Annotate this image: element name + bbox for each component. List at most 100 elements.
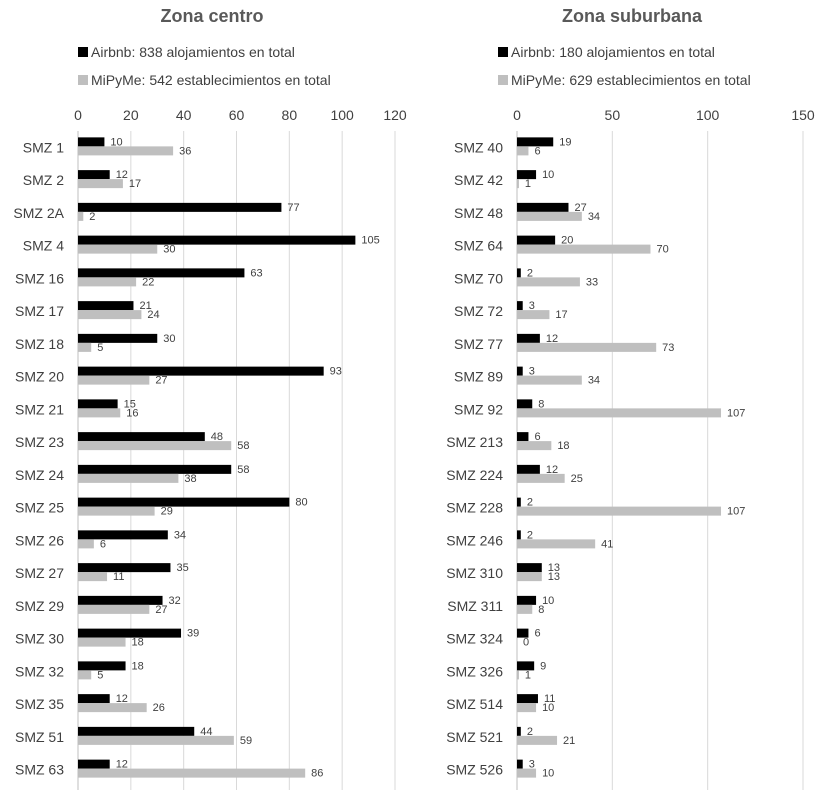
legend-label-airbnb: Airbnb: 838 alojamientos en total bbox=[91, 44, 295, 60]
category-label: SMZ 311 bbox=[447, 598, 503, 614]
bar-airbnb bbox=[517, 661, 535, 671]
data-label: 27 bbox=[574, 202, 586, 214]
data-label: 12 bbox=[546, 333, 558, 345]
data-label: 39 bbox=[187, 628, 199, 640]
data-label: 11 bbox=[113, 571, 124, 583]
category-label: SMZ 25 bbox=[15, 500, 64, 516]
bar-mipyme bbox=[517, 310, 550, 320]
data-label: 1 bbox=[525, 669, 531, 681]
bar-mipyme bbox=[78, 441, 232, 451]
bar-mipyme bbox=[517, 146, 529, 156]
category-label: SMZ 72 bbox=[454, 303, 503, 319]
chart-zona-centro: Zona centro Airbnb: 838 alojamientos en … bbox=[13, 6, 407, 790]
data-label: 2 bbox=[527, 497, 533, 509]
data-label: 6 bbox=[534, 628, 540, 640]
data-label: 18 bbox=[132, 637, 144, 649]
data-label: 13 bbox=[548, 571, 560, 583]
legend-label-mipyme: MiPyMe: 542 establecimientos en total bbox=[91, 72, 331, 88]
data-label: 44 bbox=[200, 726, 212, 738]
category-label: SMZ 2A bbox=[13, 205, 64, 221]
bar-airbnb bbox=[78, 759, 110, 769]
data-label: 27 bbox=[155, 604, 167, 616]
category-label: SMZ 92 bbox=[454, 401, 503, 417]
bar-mipyme bbox=[78, 310, 142, 320]
category-label: SMZ 42 bbox=[454, 172, 503, 188]
data-label: 2 bbox=[527, 726, 533, 738]
bar-airbnb bbox=[78, 301, 134, 311]
bar-airbnb bbox=[517, 759, 523, 769]
data-label: 6 bbox=[534, 431, 540, 443]
data-label: 2 bbox=[527, 267, 533, 279]
bar-airbnb bbox=[78, 366, 324, 376]
category-label: SMZ 24 bbox=[15, 467, 64, 483]
bar-mipyme bbox=[517, 768, 537, 778]
data-label: 3 bbox=[529, 759, 535, 771]
data-label: 6 bbox=[534, 145, 540, 157]
data-label: 63 bbox=[250, 267, 262, 279]
bar-airbnb bbox=[78, 628, 182, 638]
bar-airbnb bbox=[78, 170, 110, 180]
category-label: SMZ 26 bbox=[15, 532, 64, 548]
data-label: 6 bbox=[100, 538, 106, 550]
bar-mipyme bbox=[517, 473, 565, 483]
bar-mipyme bbox=[517, 179, 519, 189]
category-label: SMZ 18 bbox=[15, 336, 64, 352]
category-label: SMZ 326 bbox=[446, 663, 503, 679]
bar-mipyme bbox=[78, 637, 126, 647]
bar-mipyme bbox=[517, 506, 722, 516]
bar-airbnb bbox=[517, 366, 523, 376]
data-label: 107 bbox=[727, 506, 745, 518]
data-label: 8 bbox=[538, 398, 544, 410]
x-tick-label: 80 bbox=[282, 107, 298, 123]
data-label: 36 bbox=[179, 145, 191, 157]
bar-mipyme bbox=[78, 670, 92, 680]
data-label: 24 bbox=[147, 309, 159, 321]
data-label: 25 bbox=[571, 473, 583, 485]
bar-airbnb bbox=[517, 399, 533, 409]
bar-airbnb bbox=[78, 595, 163, 605]
data-label: 8 bbox=[538, 604, 544, 616]
data-label: 93 bbox=[330, 366, 342, 378]
bar-mipyme bbox=[517, 703, 537, 713]
bar-airbnb bbox=[517, 628, 529, 638]
x-tick-label: 50 bbox=[605, 107, 621, 123]
bar-mipyme bbox=[517, 408, 722, 418]
bar-airbnb bbox=[517, 694, 538, 704]
data-label: 17 bbox=[555, 309, 567, 321]
bar-mipyme bbox=[78, 277, 137, 287]
data-label: 12 bbox=[546, 464, 558, 476]
bar-airbnb bbox=[517, 530, 521, 540]
data-label: 10 bbox=[542, 702, 554, 714]
bar-mipyme bbox=[78, 506, 155, 516]
bar-mipyme bbox=[78, 408, 121, 418]
bar-airbnb bbox=[78, 530, 168, 540]
data-label: 3 bbox=[529, 300, 535, 312]
bar-airbnb bbox=[517, 595, 537, 605]
category-label: SMZ 526 bbox=[446, 762, 503, 778]
category-label: SMZ 70 bbox=[454, 270, 503, 286]
data-label: 10 bbox=[542, 169, 554, 181]
data-label: 2 bbox=[89, 211, 95, 223]
bar-airbnb bbox=[78, 497, 290, 507]
data-label: 34 bbox=[588, 375, 600, 387]
data-label: 5 bbox=[97, 342, 103, 354]
bar-mipyme bbox=[78, 572, 108, 582]
category-label: SMZ 77 bbox=[454, 336, 503, 352]
category-label: SMZ 224 bbox=[446, 467, 503, 483]
category-label: SMZ 30 bbox=[15, 631, 64, 647]
bar-airbnb bbox=[517, 497, 521, 507]
bar-mipyme bbox=[78, 604, 150, 614]
bar-mipyme bbox=[517, 441, 552, 451]
data-label: 38 bbox=[184, 473, 196, 485]
category-label: SMZ 1 bbox=[23, 139, 64, 155]
data-label: 30 bbox=[163, 333, 175, 345]
data-label: 34 bbox=[588, 211, 600, 223]
bar-airbnb bbox=[78, 268, 245, 278]
category-label: SMZ 21 bbox=[15, 401, 64, 417]
chart-title: Zona centro bbox=[160, 6, 263, 26]
x-tick-label: 150 bbox=[791, 107, 815, 123]
chart-title: Zona suburbana bbox=[562, 6, 703, 26]
